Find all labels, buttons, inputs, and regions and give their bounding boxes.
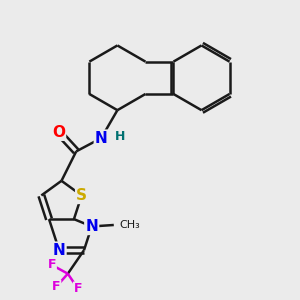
Text: S: S: [76, 188, 87, 203]
Text: F: F: [47, 258, 56, 272]
Text: F: F: [74, 283, 82, 296]
Text: O: O: [52, 125, 65, 140]
Text: N: N: [85, 219, 98, 234]
Text: N: N: [53, 243, 65, 258]
Text: CH₃: CH₃: [119, 220, 140, 230]
Text: F: F: [52, 280, 60, 293]
Text: H: H: [115, 130, 125, 143]
Text: N: N: [95, 130, 108, 146]
